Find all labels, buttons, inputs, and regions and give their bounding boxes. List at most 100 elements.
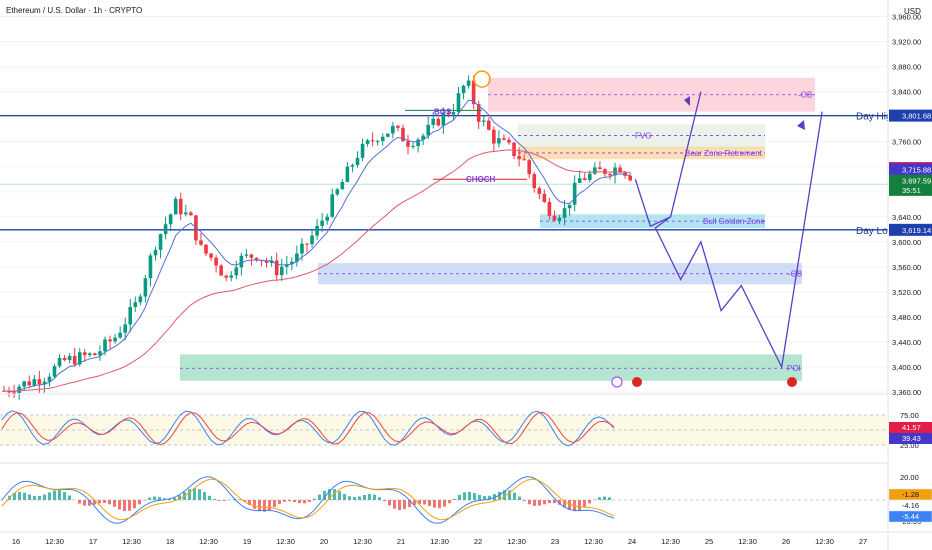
macd-badge <box>888 510 932 523</box>
zone-label: Bull Golden Zone <box>703 217 765 226</box>
macd-bar <box>173 497 176 500</box>
price-tick-label: 3,600.00 <box>892 238 921 247</box>
macd-bar <box>78 500 81 504</box>
level-label: Day Low <box>856 226 896 237</box>
candle-body <box>229 275 234 278</box>
macd-bar <box>418 500 421 504</box>
macd-bar <box>123 500 126 512</box>
macd-bar <box>353 497 356 500</box>
candle-body <box>168 214 173 225</box>
candle-body <box>588 173 592 180</box>
macd-badge-label: -1.28 <box>902 490 919 499</box>
candle-body <box>83 352 87 356</box>
macd-bar <box>438 500 441 509</box>
candle-body <box>295 253 299 262</box>
candle-body <box>178 198 183 215</box>
candle-body <box>269 260 274 263</box>
candle-body <box>113 337 117 342</box>
candle-body <box>421 135 425 140</box>
candle-body <box>537 188 542 194</box>
candle-body <box>310 235 314 245</box>
macd-bar <box>373 494 376 500</box>
macd-bar <box>513 492 516 500</box>
candle-body <box>22 381 26 387</box>
candle-body <box>88 353 92 356</box>
candle-body <box>214 257 218 266</box>
candle-body <box>436 118 441 126</box>
macd-bar <box>28 494 31 500</box>
macd-bar <box>93 500 96 505</box>
macd-bar <box>343 493 346 500</box>
chart-title: Ethereum / U.S. Dollar · 1h · CRYPTO <box>6 6 143 15</box>
macd-bar <box>83 500 86 506</box>
macd-bar <box>153 496 156 500</box>
candle-body <box>279 266 284 276</box>
macd-bar <box>13 492 16 500</box>
candle-body <box>123 324 127 333</box>
candle-body <box>512 142 516 157</box>
rsi-tick-label: 25.00 <box>900 441 919 450</box>
candle-body <box>118 332 122 338</box>
macd-bar <box>208 495 211 500</box>
macd-bar <box>388 500 391 506</box>
macd-bar <box>288 500 291 502</box>
macd-bar <box>608 497 611 500</box>
macd-bar <box>263 500 266 512</box>
macd-bar <box>23 492 26 500</box>
zone-label: POI <box>787 364 801 373</box>
candle-body <box>401 127 405 142</box>
candle-body <box>17 386 21 393</box>
candle-body <box>249 254 254 258</box>
candle-body <box>446 112 451 115</box>
macd-bar <box>98 500 101 504</box>
macd-bar <box>303 500 306 504</box>
time-tick-label: 22 <box>474 537 482 546</box>
candle-body <box>143 278 148 297</box>
candle-body <box>380 136 385 142</box>
price-tick-label: 3,880.00 <box>892 63 921 72</box>
candle-body <box>254 257 259 261</box>
candle-body <box>562 208 567 218</box>
candle-body <box>52 366 57 377</box>
flag-icon <box>787 377 797 387</box>
candle-body <box>103 339 107 352</box>
candle-body <box>72 355 77 365</box>
candle-body <box>411 146 415 148</box>
price-badge <box>889 183 932 196</box>
candle-body <box>567 204 572 209</box>
ema-slow-line <box>3 149 631 392</box>
macd-bar <box>68 495 71 500</box>
event-icon <box>611 376 623 388</box>
macd-bar <box>63 491 66 500</box>
macd-bar <box>518 496 521 500</box>
price-tick-label: 3,640.00 <box>892 213 921 222</box>
zone-rect <box>540 214 765 229</box>
time-tick-label: 24 <box>628 537 636 546</box>
macd-bar <box>103 500 106 504</box>
rsi-badge <box>889 422 932 433</box>
zone-rect <box>518 124 765 150</box>
macd-bar <box>368 494 371 500</box>
macd-bar <box>428 500 431 506</box>
rsi-signal-line <box>1 411 615 446</box>
rsi-tick-label: 75.00 <box>900 411 919 420</box>
macd-bar <box>293 500 296 503</box>
candle-body <box>300 243 304 254</box>
candle-body <box>431 118 436 125</box>
currency-label: USD <box>904 7 921 16</box>
macd-bar <box>243 500 246 502</box>
price-badge-label: 35:51 <box>902 186 921 195</box>
macd-bar <box>583 500 586 508</box>
macd-tick-label: 20.00 <box>900 473 919 482</box>
time-tick-label: 12:30 <box>122 537 141 546</box>
candle-body <box>618 167 622 173</box>
macd-bar <box>453 498 456 500</box>
price-badge-label: 3,801.68 <box>902 112 931 121</box>
candle-body <box>274 260 279 276</box>
candle-body <box>315 225 319 236</box>
macd-bar <box>423 500 426 505</box>
candle-body <box>345 166 350 182</box>
candle-body <box>77 352 82 365</box>
macd-bar <box>348 496 351 500</box>
